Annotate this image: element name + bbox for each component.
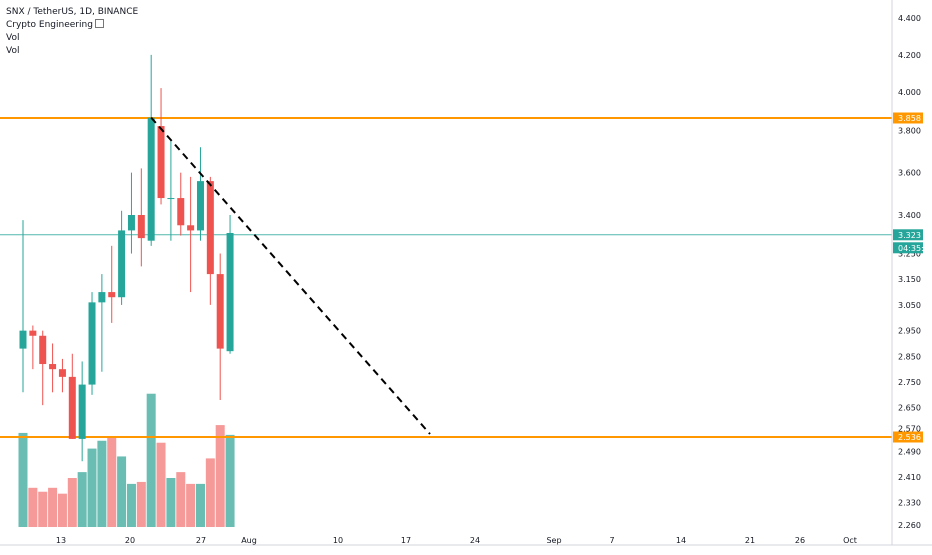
- candle-body: [118, 230, 126, 298]
- time-tick-label: 21: [745, 536, 755, 545]
- candle-body: [137, 215, 145, 239]
- volume-label-1[interactable]: Vol: [6, 33, 20, 43]
- candle-body: [127, 215, 135, 231]
- support-price-tag: 2.536: [898, 433, 921, 442]
- price-tick-label: 2.490: [898, 448, 921, 457]
- price-tick-label: 2.410: [898, 473, 921, 482]
- volume-bar: [18, 432, 28, 527]
- time-tick-label: Oct: [843, 536, 857, 545]
- volume-bar: [77, 472, 87, 527]
- current-price-tag-bg: [893, 229, 923, 241]
- candle-body: [206, 181, 214, 275]
- volume-bar: [87, 448, 97, 527]
- price-tick-label: 2.950: [898, 327, 921, 336]
- candle-body: [98, 292, 106, 303]
- candle-body: [108, 292, 116, 298]
- volume-bar: [166, 478, 176, 527]
- volume-bar: [136, 481, 146, 527]
- price-tick-label: 2.850: [898, 352, 921, 361]
- volume-bar: [215, 425, 225, 527]
- candle-body: [39, 335, 47, 365]
- candle-body: [88, 302, 96, 385]
- price-tick-label: 2.570: [898, 424, 921, 433]
- price-tick-label: 2.260: [898, 521, 921, 530]
- time-tick-label: 13: [56, 536, 66, 545]
- price-tick-label: 3.250: [898, 250, 921, 259]
- price-tick-label: 2.650: [898, 404, 921, 413]
- resistance-price-tag: 3.858: [898, 114, 921, 123]
- time-tick-label: 17: [401, 536, 411, 545]
- candle-body: [216, 274, 224, 349]
- trendline-group: [150, 116, 431, 435]
- price-tick-label: 3.050: [898, 301, 921, 310]
- candle-body: [19, 330, 27, 349]
- time-tick-label: 7: [609, 536, 614, 545]
- volume-bar: [97, 440, 107, 527]
- volume-bar: [146, 393, 156, 527]
- candle-body: [78, 384, 86, 439]
- trendline: [150, 116, 431, 435]
- horizontal-levels: [0, 117, 892, 438]
- price-tick-label: 4.400: [898, 14, 921, 23]
- candles: [19, 54, 234, 462]
- candle-body: [187, 225, 195, 231]
- volume-bar: [67, 478, 77, 527]
- bar-countdown-tag: 04:35:48: [898, 244, 932, 253]
- volume-bar: [186, 483, 196, 527]
- chart-legend: SNX / TetherUS, 1D, BINANCE Crypto Engin…: [6, 6, 138, 58]
- volume-bar: [38, 491, 48, 527]
- price-tick-label: 4.000: [898, 88, 921, 97]
- volume-bar: [28, 487, 38, 527]
- indicator-label: Crypto Engineering: [6, 20, 93, 30]
- volume-bar: [225, 434, 235, 527]
- volume-bar: [156, 442, 166, 527]
- candle-body: [29, 330, 37, 336]
- price-tick-label: 4.200: [898, 51, 921, 60]
- time-tick-label: 24: [470, 536, 480, 545]
- price-tick-label: 3.400: [898, 211, 921, 220]
- symbol-title[interactable]: SNX / TetherUS, 1D, BINANCE: [6, 7, 139, 17]
- price-tick-label: 3.150: [898, 275, 921, 284]
- support-price-tag-bg: [893, 431, 923, 443]
- time-tick-label: 26: [795, 536, 805, 545]
- price-tick-label: 2.330: [898, 499, 921, 508]
- volume-bar: [107, 436, 117, 527]
- candle-body: [147, 117, 155, 241]
- settings-icon[interactable]: [94, 19, 104, 28]
- volume-bars: [18, 393, 235, 527]
- candle-body: [157, 126, 165, 199]
- price-tick-label: 3.600: [898, 169, 921, 178]
- volume-bar: [195, 483, 205, 527]
- volume-label-2[interactable]: Vol: [6, 46, 20, 56]
- candle-body: [167, 198, 175, 200]
- volume-bar: [57, 493, 67, 527]
- candle-body: [68, 376, 76, 439]
- time-tick-label: 27: [196, 536, 206, 545]
- time-tick-label: Aug: [241, 536, 257, 545]
- indicator-row[interactable]: Crypto Engineering: [6, 19, 138, 32]
- time-tick-label: 14: [676, 536, 686, 545]
- time-tick-label: 10: [333, 536, 343, 545]
- volume-bar: [126, 483, 136, 527]
- volume-bar: [117, 456, 127, 527]
- candle-body: [196, 181, 204, 231]
- candle-body: [58, 369, 66, 377]
- bar-countdown-tag-bg: [893, 242, 923, 254]
- current-price-tag: 3.323: [898, 231, 921, 240]
- time-tick-label: 20: [125, 536, 135, 545]
- volume-bar: [205, 458, 215, 527]
- candle-body: [226, 232, 234, 352]
- price-tick-label: 3.800: [898, 126, 921, 135]
- volume-bar: [48, 487, 58, 527]
- candle-body: [49, 364, 57, 370]
- volume-bar: [176, 472, 186, 527]
- price-tick-label: 2.750: [898, 378, 921, 387]
- resistance-price-tag-bg: [893, 112, 923, 124]
- candle-body: [177, 198, 185, 226]
- time-tick-label: Sep: [546, 536, 561, 545]
